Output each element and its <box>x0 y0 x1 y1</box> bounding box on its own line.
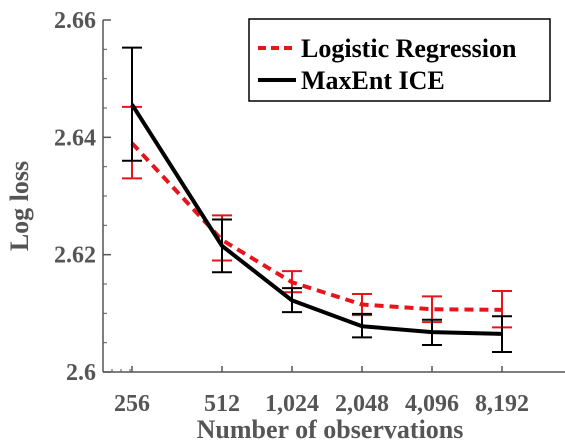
axis-ticks: 2.6 2.62 2.64 2.66 256 512 1,024 2,048 4,096 8,19… <box>54 8 529 417</box>
y-tick-label: 2.6 <box>66 360 96 386</box>
x-tick-label: 1,024 <box>265 391 319 417</box>
series-line-2 <box>130 103 503 336</box>
y-tick-label: 2.62 <box>54 243 96 269</box>
legend: Logistic Regression MaxEnt ICE <box>248 18 551 102</box>
legend-label-2: MaxEnt ICE <box>301 66 445 95</box>
x-tick-label: 512 <box>204 391 240 417</box>
legend-label-1: Logistic Regression <box>301 34 517 63</box>
x-tick-label: 4,096 <box>405 391 459 417</box>
x-tick-label: 8,192 <box>475 391 529 417</box>
y-tick-label: 2.66 <box>54 8 96 34</box>
x-axis-title: Number of observations <box>197 415 464 443</box>
x-tick-label: 256 <box>114 391 150 417</box>
y-axis-title: Log loss <box>5 161 34 251</box>
legend-box <box>248 18 551 102</box>
series-layer <box>122 46 512 354</box>
y-tick-label: 2.64 <box>54 125 96 151</box>
series-line-1 <box>130 141 503 312</box>
x-tick-label: 2,048 <box>335 391 389 417</box>
